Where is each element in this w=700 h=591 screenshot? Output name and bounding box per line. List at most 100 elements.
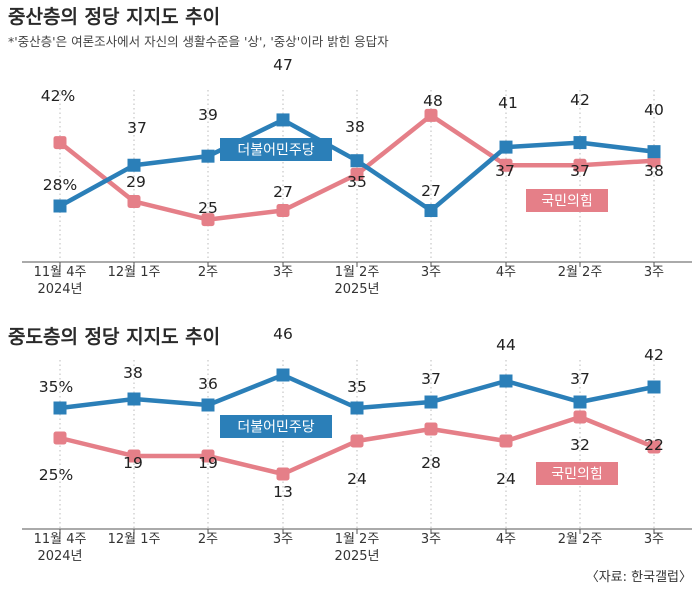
chart-2-democratic-value-label: 35% [39,378,73,396]
chart-1-democratic-value-label: 38 [345,118,365,136]
chart-2-tick-year: 2025년 [334,549,379,564]
chart-1-democratic-point [53,199,67,213]
chart-2-democratic-point [53,401,67,415]
chart-1-democratic-point [201,149,215,163]
chart-2-ppp-value-label: 25% [39,466,73,484]
chart-2-democratic-value-label: 38 [123,364,143,382]
chart-1-democratic-legend-label: 더불어민주당 [237,143,314,159]
chart-1-democratic-value-label: 39 [198,106,218,124]
chart-1-democratic-point [127,158,141,172]
chart-1-democratic-value-label: 42 [570,91,590,109]
chart-2-ppp-point [350,434,364,448]
chart-2-ppp-point [276,467,290,481]
chart-2-tick-label: 11월 4주 [34,532,87,547]
chart-2-tick-label: 1월 2주 [335,532,380,547]
chart-2-plot: 11월 4주 2024년 12월 1주 2주 3주 1월 2주 2025년 3주 4주 2월 2주… [22,325,692,564]
chart-1-ppp-point [350,167,364,181]
chart-2-ppp-legend-label: 국민의힘 [551,467,603,483]
chart-1-tick-label: 12월 1주 [108,265,161,280]
chart-1-ppp-value-label: 38 [644,162,664,180]
chart-2-democratic-value-label: 37 [570,370,590,388]
chart-1-democratic-point [350,154,364,168]
chart-2-ppp-legend-badge [536,462,618,485]
chart-2-ppp-value-label: 13 [273,483,293,501]
chart-2-ppp-value-label: 24 [347,470,367,488]
source-note: 〈자료: 한국갤럽〉 [586,570,692,585]
chart-2-democratic-point [350,401,364,415]
chart-1-note: *'중산층'은 여론조사에서 자신의 생활수준을 '상', '중상'이라 밝힌 … [8,34,389,49]
chart-2-title: 중도층의 정당 지지도 추이 [8,326,220,348]
chart-1-ppp-point [276,204,290,218]
chart-1-ppp-point [53,136,67,150]
chart-2-tick-label: 12월 1주 [108,532,161,547]
chart-1-democratic-value-label: 40 [644,101,664,119]
chart-1-ppp-point [499,158,513,172]
chart-2-democratic-point [127,392,141,406]
chart-1-democratic-point [424,204,438,218]
chart-1-democratic-point [499,140,513,154]
chart-1-tick-label: 3주 [421,265,441,280]
chart-2-democratic-point [276,368,290,382]
chart-2-ppp-point [647,440,661,454]
chart-2-tick-label: 2주 [198,532,218,547]
chart-2-democratic-value-label: 46 [273,325,293,343]
chart-1-ppp-value-label: 37 [570,162,590,180]
chart-1-ppp-value-label: 27 [273,183,293,201]
chart-1-tick-label: 4주 [496,265,516,280]
chart-1-ppp-value-label: 48 [423,92,443,110]
chart-2-democratic-value-label: 42 [644,346,664,364]
chart-2-ppp-point [424,422,438,436]
chart-2-tick-label: 3주 [421,532,441,547]
chart-2-democratic-point [647,380,661,394]
chart-1-ppp-value-label: 35 [347,173,367,191]
chart-2-democratic-legend-label: 더불어민주당 [237,420,314,436]
chart-2-ppp-point [499,434,513,448]
chart-1-tick-label: 1월 2주 [335,265,380,280]
chart-1-ppp-value-label: 42% [41,87,75,105]
chart-2-tick-label: 3주 [644,532,664,547]
chart-1-tick-year: 2025년 [334,282,379,297]
chart-2-tick-year: 2024년 [37,549,82,564]
chart-2-democratic-value-label: 35 [347,378,367,396]
chart-1-ppp-point [573,158,587,172]
chart-2-ppp-point [201,449,215,463]
chart-1-democratic-value-label: 41 [498,94,518,112]
chart-2-democratic-point [201,398,215,412]
chart-2-tick-label: 3주 [273,532,293,547]
chart-2-tick-label: 2월 2주 [558,532,603,547]
chart-2-democratic-value-label: 37 [421,370,441,388]
chart-1-tick-year: 2024년 [37,282,82,297]
chart-1-ppp-legend-label: 국민의힘 [541,194,593,210]
chart-1-tick-label: 11월 4주 [34,265,87,280]
chart-2-ppp-value-label: 19 [123,454,143,472]
chart-2-ppp-value-label: 32 [570,436,590,454]
chart-1-ppp-point [424,108,438,122]
chart-2-ppp-value-label: 19 [198,454,218,472]
chart-2-democratic-value-label: 44 [496,336,516,354]
chart-2-democratic-legend-badge [220,415,332,438]
chart-1-tick-label: 2주 [198,265,218,280]
chart-1-democratic-value-label: 37 [127,119,147,137]
chart-1-democratic-value-label: 47 [273,56,293,74]
chart-1-title: 중산층의 정당 지지도 추이 [8,6,220,28]
chart-1-plot: 11월 4주 2024년 12월 1주 2주 3주 1월 2주 2025년 3주 4주 2월 2주… [22,56,692,297]
chart-1-democratic-value-label: 27 [421,182,441,200]
chart-1-ppp-value-label: 25 [198,199,218,217]
chart-1-democratic-point [276,113,290,127]
chart-1-ppp-point [127,194,141,208]
chart-2-democratic-value-label: 36 [198,375,218,393]
chart-1-tick-label: 3주 [273,265,293,280]
chart-2-democratic-point [424,395,438,409]
chart-2-ppp-point [573,410,587,424]
chart-2-ppp-value-label: 24 [496,470,516,488]
chart-1-ppp-legend-badge [526,189,608,212]
chart-2-democratic-point [499,374,513,388]
chart-1-ppp-value-label: 37 [495,162,515,180]
chart-2-democratic-point [573,395,587,409]
chart-2-ppp-point [127,449,141,463]
chart-1-ppp-value-label: 29 [126,173,146,191]
chart-1-democratic-value-label: 28% [43,176,77,194]
chart-2-ppp-value-label: 28 [421,454,441,472]
